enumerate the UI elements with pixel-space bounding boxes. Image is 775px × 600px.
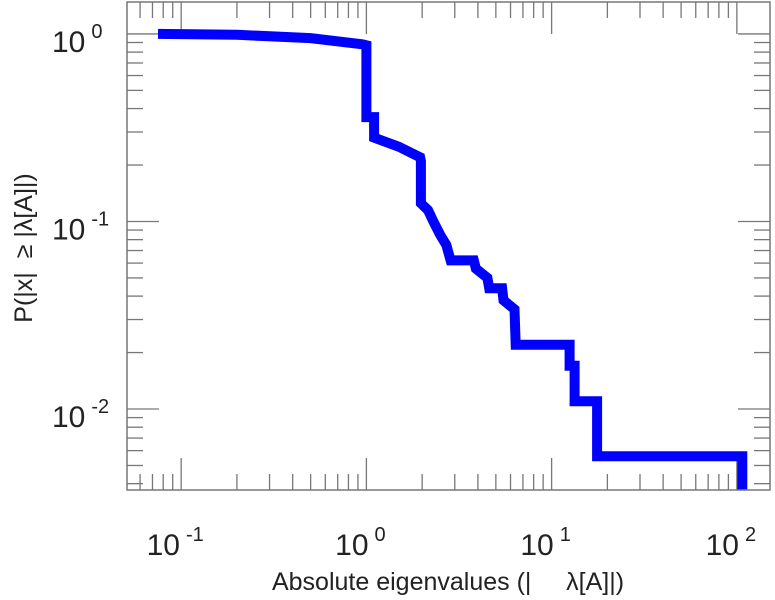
x-tick-label: 10 1 [520, 524, 571, 562]
x-axis-title: Absolute eigenvalues (| λ[A]|) [272, 568, 624, 596]
tick-base: 10 [52, 401, 85, 434]
tick-exponent: 2 [745, 524, 756, 546]
y-axis-title: P(|x| ≥ |λ[A]|) [10, 173, 38, 322]
tick-exponent: 0 [91, 21, 102, 43]
tick-exponent: 0 [375, 524, 386, 546]
y-tick-labels: 10 0 10 -1 10 -2 [52, 21, 109, 434]
axis-ticks [127, 2, 770, 490]
tick-base: 10 [52, 26, 85, 59]
tick-exponent: -1 [186, 524, 204, 546]
x-tick-label: 10 2 [706, 524, 757, 562]
tick-exponent: 1 [560, 524, 571, 546]
tick-base: 10 [147, 529, 180, 562]
tick-base: 10 [706, 529, 739, 562]
plot-frame [126, 1, 771, 491]
y-tick-label: 10 0 [52, 21, 103, 59]
y-tick-label: 10 -1 [52, 208, 109, 246]
y-tick-label: 10 -2 [52, 396, 109, 434]
x-tick-label: 10 0 [335, 524, 386, 562]
tick-exponent: -2 [91, 396, 109, 418]
series-line-ccdf [157, 28, 748, 490]
tick-base: 10 [335, 529, 368, 562]
tick-base: 10 [520, 529, 553, 562]
tick-exponent: -1 [91, 208, 109, 230]
tick-base: 10 [52, 213, 85, 246]
x-tick-labels: 10 -1 10 0 10 1 10 2 [147, 524, 757, 562]
x-tick-label: 10 -1 [147, 524, 204, 562]
